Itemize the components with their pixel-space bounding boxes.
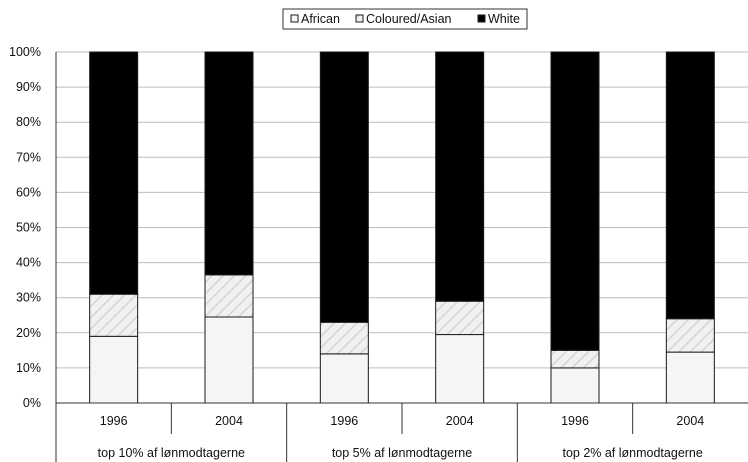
x-tick-label: 1996 — [561, 414, 589, 428]
legend-label-coloured-asian: Coloured/Asian — [366, 12, 452, 26]
y-tick-label: 40% — [16, 256, 41, 270]
group-label: top 5% af lønmodtagerne — [332, 446, 472, 460]
bar-segment-white — [665, 51, 715, 320]
bar-segment-white — [319, 51, 369, 323]
bar-segment-african — [204, 316, 254, 404]
bar-segment-white — [550, 51, 600, 351]
y-tick-label: 80% — [16, 115, 41, 129]
bars — [89, 51, 715, 404]
bar-segment-african — [435, 334, 485, 404]
legend: African Coloured/Asian White — [282, 8, 528, 30]
group-label: top 10% af lønmodtagerne — [98, 446, 245, 460]
legend-label-african: African — [301, 12, 340, 26]
bar-segment-white — [89, 51, 139, 295]
y-tick-label: 90% — [16, 80, 41, 94]
bar-segment-african — [550, 367, 600, 404]
legend-swatch-white — [477, 14, 486, 23]
bar-segment-coloured-asian — [89, 293, 139, 337]
x-tick-label: 1996 — [100, 414, 128, 428]
gridlines — [56, 51, 748, 369]
bar-segment-african — [319, 353, 369, 404]
bar-segment-african — [89, 335, 139, 404]
y-tick-label: 60% — [16, 185, 41, 199]
legend-label-white: White — [488, 12, 520, 26]
y-tick-label: 0% — [23, 396, 41, 410]
legend-swatch-coloured-asian — [355, 14, 364, 23]
y-tick-label: 50% — [16, 221, 41, 235]
x-tick-label: 1996 — [330, 414, 358, 428]
bar-segment-coloured-asian — [665, 318, 715, 353]
axis-labels: 0% 10% 20% 30% 40% 50% 60% 70% 80% 90% 100% 1996 200… — [9, 45, 704, 460]
bar-segment-coloured-asian — [550, 349, 600, 369]
bar-segment-coloured-asian — [204, 274, 254, 318]
bar-segment-african — [665, 351, 715, 404]
y-tick-label: 30% — [16, 291, 41, 305]
legend-box — [282, 8, 528, 30]
axes — [55, 52, 748, 462]
x-tick-label: 2004 — [676, 414, 704, 428]
bar-segment-coloured-asian — [435, 300, 485, 336]
bar-segment-white — [204, 51, 254, 276]
y-tick-label: 70% — [16, 150, 41, 164]
y-tick-label: 10% — [16, 361, 41, 375]
x-tick-label: 2004 — [215, 414, 243, 428]
y-tick-label: 100% — [9, 45, 41, 59]
x-tick-label: 2004 — [446, 414, 474, 428]
bar-segment-coloured-asian — [319, 321, 369, 355]
group-label: top 2% af lønmodtagerne — [562, 446, 702, 460]
y-tick-label: 20% — [16, 326, 41, 340]
bar-segment-white — [435, 51, 485, 302]
legend-swatch-african — [290, 14, 299, 23]
